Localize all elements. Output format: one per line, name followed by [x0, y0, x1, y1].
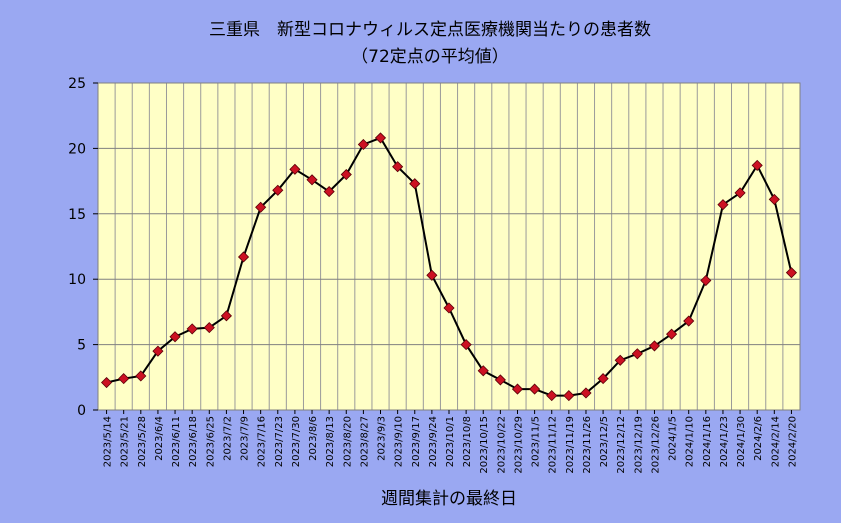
data-point-marker [751, 159, 763, 171]
data-point-marker [700, 274, 712, 287]
x-axis-label: 週間集計の最終日 [381, 489, 517, 509]
x-tick-label: 2024/1/16 [702, 416, 713, 467]
x-tick-label: 2023/8/27 [359, 416, 370, 467]
data-point-marker [785, 267, 798, 279]
data-point-marker [631, 348, 643, 360]
data-point-marker [306, 174, 318, 186]
data-point-marker [614, 354, 626, 366]
data-point-marker [289, 163, 301, 175]
data-point-marker [768, 193, 780, 205]
y-tick-label: 10 [68, 272, 86, 288]
data-point-marker [409, 178, 421, 190]
x-tick-label: 2023/10/29 [513, 416, 524, 474]
data-point-marker [443, 302, 455, 314]
data-point-marker [477, 365, 489, 377]
data-point-marker [563, 390, 575, 402]
x-tick-label: 2023/6/11 [171, 416, 182, 467]
y-tick-label: 25 [68, 76, 86, 92]
x-tick-label: 2024/1/30 [736, 416, 747, 467]
data-point-marker [118, 373, 130, 385]
x-tick-label: 2023/10/15 [479, 416, 490, 474]
x-tick-label: 2024/2/6 [753, 416, 764, 461]
data-point-marker [220, 310, 232, 322]
chart-subtitle: （72定点の平均値） [351, 47, 509, 67]
x-tick-label: 2023/12/19 [633, 416, 644, 474]
data-point-marker [255, 201, 267, 213]
data-point-marker [511, 383, 524, 395]
x-tick-label: 2023/10/8 [462, 416, 473, 467]
data-point-marker [597, 373, 609, 385]
x-tick-label: 2023/7/16 [257, 416, 268, 467]
data-point-marker [426, 269, 438, 281]
x-tick-label: 2023/6/25 [205, 416, 216, 467]
x-tick-label: 2024/2/20 [787, 416, 798, 467]
chart-title: 三重県 新型コロナウィルス定点医療機関当たりの患者数 [209, 20, 651, 40]
x-tick-label: 2023/11/5 [531, 416, 542, 467]
y-axis-ticks: 0 5 10 15 20 25 [68, 76, 98, 419]
x-tick-label: 2023/7/2 [222, 416, 233, 461]
x-axis-ticks: 2023/5/14 2023/5/21 2023/5/28 2023/6/4 2023/… [103, 410, 798, 474]
data-point-marker [648, 340, 661, 352]
x-tick-label: 2023/8/20 [342, 416, 353, 467]
data-point-marker [272, 184, 284, 196]
data-point-marker [460, 339, 472, 351]
y-tick-label: 5 [77, 338, 86, 354]
data-point-marker [546, 390, 558, 402]
x-tick-label: 2023/11/19 [565, 416, 576, 474]
data-point-marker [203, 322, 215, 334]
x-tick-label: 2023/9/24 [428, 416, 439, 467]
data-point-marker [357, 138, 369, 151]
data-point-marker [340, 168, 352, 181]
x-tick-label: 2023/12/5 [599, 416, 610, 467]
y-tick-label: 0 [77, 403, 86, 419]
x-tick-label: 2023/8/6 [308, 416, 319, 461]
x-tick-label: 2023/10/22 [496, 416, 507, 474]
x-tick-label: 2023/5/28 [137, 416, 148, 467]
x-tick-label: 2023/7/23 [274, 416, 285, 467]
plot-area [97, 82, 801, 411]
data-point-marker [135, 370, 147, 382]
x-tick-label: 2023/11/12 [548, 416, 559, 474]
data-point-marker [100, 376, 113, 389]
data-point-marker [169, 331, 181, 343]
data-point-marker [323, 185, 335, 198]
x-tick-label: 2024/1/10 [685, 416, 696, 467]
x-tick-label: 2023/7/9 [240, 416, 251, 461]
x-tick-label: 2023/9/3 [377, 416, 388, 461]
x-tick-label: 2023/9/17 [411, 416, 422, 467]
x-tick-label: 2024/1/23 [719, 416, 730, 467]
x-tick-label: 2023/5/14 [103, 416, 114, 467]
x-tick-label: 2023/8/13 [325, 416, 336, 467]
x-tick-label: 2023/5/21 [120, 416, 131, 467]
y-tick-label: 15 [68, 207, 86, 223]
x-tick-label: 2023/6/18 [188, 416, 199, 467]
gridlines [98, 82, 800, 411]
data-point-marker [392, 161, 404, 173]
data-point-marker [186, 323, 198, 335]
x-tick-label: 2023/11/26 [582, 416, 593, 474]
data-point-marker [529, 383, 541, 395]
data-point-marker [494, 374, 506, 386]
data-point-marker [717, 199, 729, 211]
x-tick-label: 2023/10/1 [445, 416, 456, 467]
data-point-marker [374, 132, 387, 144]
y-tick-label: 20 [68, 141, 86, 157]
data-point-marker [580, 387, 592, 399]
x-tick-label: 2024/1/5 [668, 416, 679, 461]
x-tick-label: 2023/12/12 [616, 416, 627, 474]
x-tick-label: 2023/6/4 [154, 416, 165, 461]
data-point-marker [734, 187, 746, 199]
x-tick-label: 2023/7/30 [291, 416, 302, 467]
data-point-marker [683, 315, 695, 327]
x-tick-label: 2024/2/14 [770, 416, 781, 467]
data-point-marker [666, 328, 678, 340]
x-tick-label: 2023/12/26 [650, 416, 661, 474]
series-markers [100, 132, 798, 402]
data-point-marker [237, 251, 250, 263]
x-tick-label: 2023/9/10 [394, 416, 405, 467]
data-point-marker [152, 345, 164, 357]
